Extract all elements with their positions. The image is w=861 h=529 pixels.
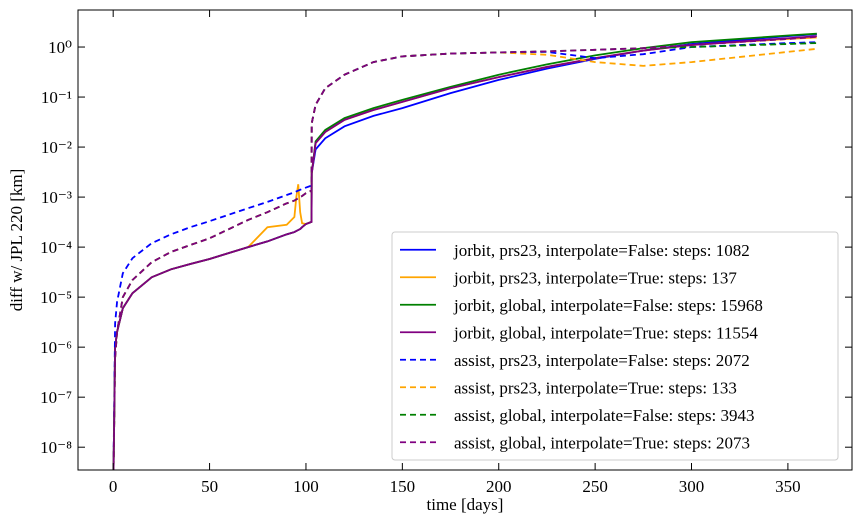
y-tick-label: 10⁻¹ xyxy=(41,88,72,107)
x-axis-label: time [days] xyxy=(427,495,504,514)
legend-label: assist, prs23, interpolate=False: steps:… xyxy=(454,351,750,370)
y-tick-label: 10⁻⁸ xyxy=(40,438,72,457)
legend-label: jorbit, global, interpolate=True: steps:… xyxy=(453,323,758,342)
x-tick-label: 250 xyxy=(582,477,608,496)
y-tick-label: 10⁻⁵ xyxy=(40,288,72,307)
legend-label: jorbit, prs23, interpolate=False: steps:… xyxy=(453,241,750,260)
y-tick-label: 10⁻⁴ xyxy=(40,238,72,257)
y-tick-label: 10⁻² xyxy=(41,138,72,157)
legend-label: assist, global, interpolate=False: steps… xyxy=(454,406,754,425)
y-axis-label: diff w/ JPL 220 [km] xyxy=(7,169,26,312)
plot-frame xyxy=(77,9,853,471)
plot-area xyxy=(112,32,817,470)
legend-label: jorbit, prs23, interpolate=True: steps: … xyxy=(453,268,737,287)
legend-box xyxy=(391,231,839,461)
x-tick-label: 0 xyxy=(109,477,118,496)
y-tick-label: 10⁻⁶ xyxy=(40,338,72,357)
x-tick-label: 300 xyxy=(679,477,705,496)
legend-label: jorbit, global, interpolate=False: steps… xyxy=(453,296,763,315)
y-tick-label: 10⁻⁷ xyxy=(40,388,72,407)
series-line xyxy=(112,35,817,470)
x-tick-label: 200 xyxy=(486,477,512,496)
y-tick-label: 10⁻³ xyxy=(41,188,72,207)
x-tick-label: 50 xyxy=(201,477,218,496)
y-tick-label: 10⁰ xyxy=(48,38,72,57)
legend-label: assist, prs23, interpolate=True: steps: … xyxy=(454,378,737,397)
x-tick-label: 150 xyxy=(390,477,416,496)
legend-label: assist, global, interpolate=True: steps:… xyxy=(454,433,750,452)
x-tick-label: 100 xyxy=(293,477,319,496)
x-tick-label: 350 xyxy=(775,477,801,496)
series-line xyxy=(112,35,817,470)
